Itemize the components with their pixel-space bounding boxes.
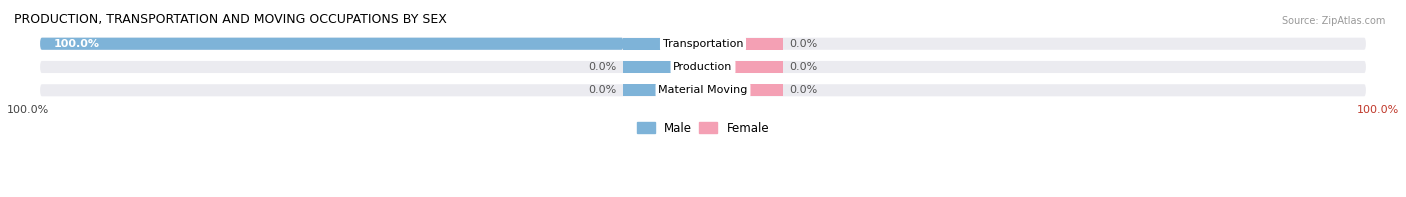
Text: Material Moving: Material Moving: [658, 85, 748, 95]
Text: 0.0%: 0.0%: [789, 85, 817, 95]
Legend: Male, Female: Male, Female: [633, 117, 773, 139]
Bar: [623, 84, 703, 96]
Text: Transportation: Transportation: [662, 39, 744, 49]
Text: PRODUCTION, TRANSPORTATION AND MOVING OCCUPATIONS BY SEX: PRODUCTION, TRANSPORTATION AND MOVING OC…: [14, 13, 447, 26]
Text: 0.0%: 0.0%: [789, 62, 817, 72]
FancyBboxPatch shape: [41, 38, 1365, 50]
FancyBboxPatch shape: [41, 84, 1365, 96]
Text: Source: ZipAtlas.com: Source: ZipAtlas.com: [1281, 16, 1385, 26]
Text: 100.0%: 100.0%: [53, 39, 100, 49]
Bar: [623, 61, 703, 73]
FancyBboxPatch shape: [41, 61, 1365, 73]
Text: 0.0%: 0.0%: [589, 62, 617, 72]
Bar: [703, 38, 783, 50]
Bar: [623, 38, 703, 50]
Text: Production: Production: [673, 62, 733, 72]
Text: 0.0%: 0.0%: [589, 85, 617, 95]
Bar: [703, 61, 783, 73]
Bar: [703, 84, 783, 96]
Text: 100.0%: 100.0%: [1357, 105, 1399, 115]
Text: 0.0%: 0.0%: [789, 39, 817, 49]
Text: 100.0%: 100.0%: [7, 105, 49, 115]
FancyBboxPatch shape: [41, 38, 623, 50]
